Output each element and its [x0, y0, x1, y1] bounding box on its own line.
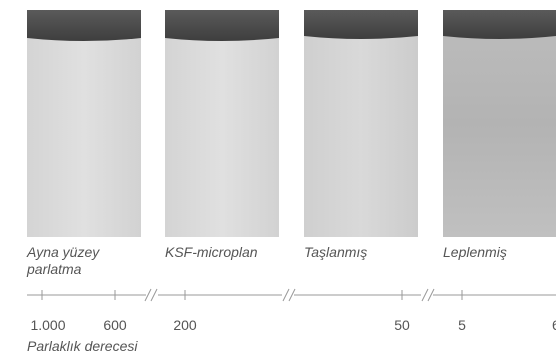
scale-axis [27, 289, 556, 301]
scale-tick-label: 50 [394, 317, 410, 333]
sample-edge [304, 10, 418, 39]
sample-edge [165, 10, 279, 41]
sample-label: Leplenmiş [443, 244, 507, 260]
sample-image [165, 10, 279, 237]
scale-tick-label: 200 [173, 317, 197, 333]
scale-caption: Parlaklık derecesi [27, 338, 138, 354]
scale-tick-label: 6 [552, 317, 556, 333]
sample-edge [27, 10, 141, 41]
sample-image [304, 10, 418, 237]
sample-image [27, 10, 141, 237]
sample-image [443, 10, 556, 237]
sample-edge [443, 10, 556, 39]
panels [27, 10, 556, 237]
figure: Ayna yüzeyparlatma KSF-microplan Taşlanm… [0, 0, 556, 362]
scale-tick-label: 5 [458, 317, 466, 333]
scale-tick-label: 1.000 [30, 317, 65, 333]
sample-label: Taşlanmış [304, 244, 367, 260]
scale-tick-label: 600 [103, 317, 127, 333]
sample-label: KSF-microplan [165, 244, 258, 260]
